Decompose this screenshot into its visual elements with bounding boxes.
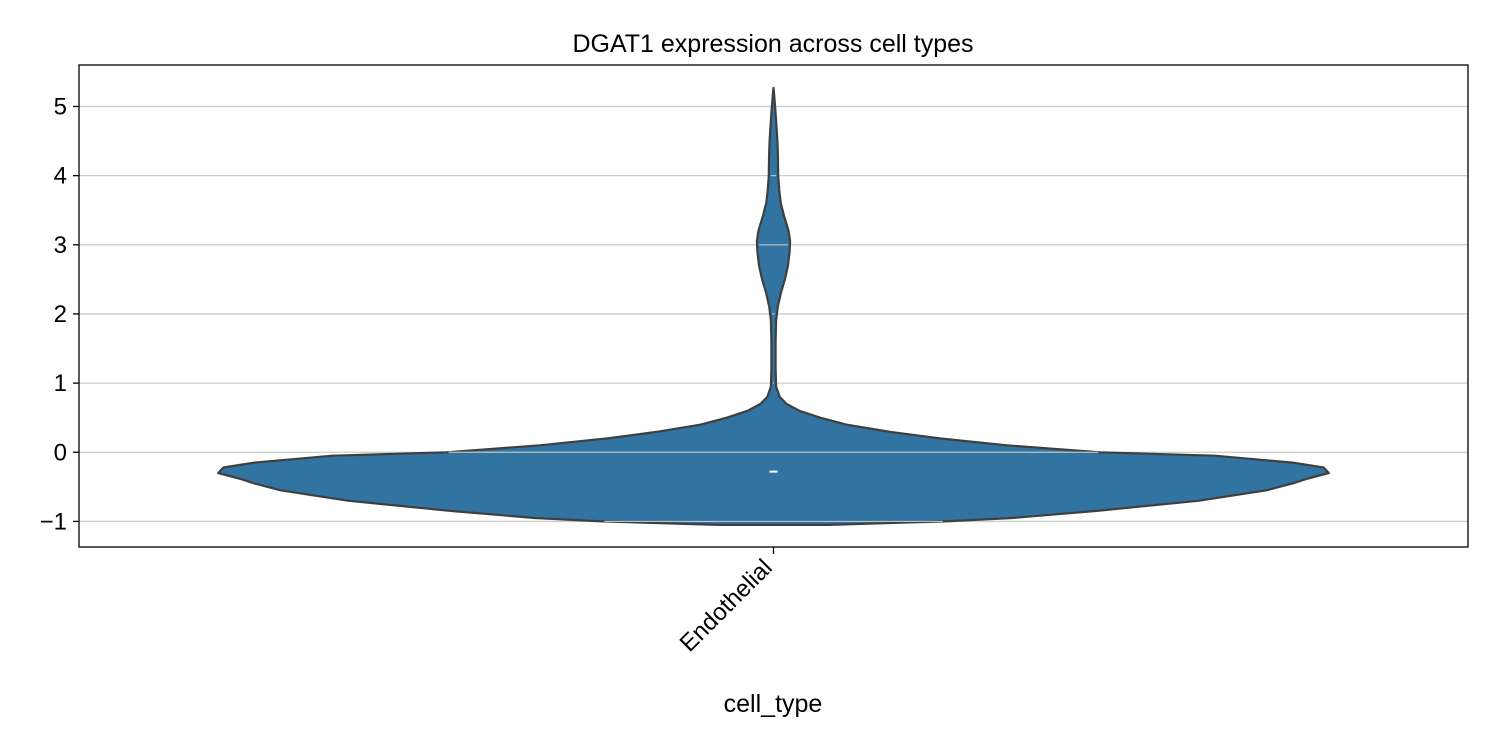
chart-title: DGAT1 expression across cell types	[572, 30, 973, 58]
y-tick-label: 3	[54, 232, 67, 259]
violin-body	[217, 86, 1330, 526]
y-tick-label: 5	[54, 93, 67, 120]
y-tick-label: 0	[54, 439, 67, 466]
y-tick-label: 2	[54, 301, 67, 328]
y-tick-label: 4	[54, 163, 67, 190]
x-tick-label: Endothelial	[675, 554, 778, 657]
violin-layer	[217, 86, 1330, 526]
y-tick-label: −1	[40, 508, 67, 535]
y-tick-label: 1	[54, 370, 67, 397]
x-axis: Endothelial	[675, 547, 778, 657]
x-axis-label: cell_type	[724, 690, 823, 718]
y-axis: −1 0 1 2 3 4 5	[40, 93, 79, 535]
